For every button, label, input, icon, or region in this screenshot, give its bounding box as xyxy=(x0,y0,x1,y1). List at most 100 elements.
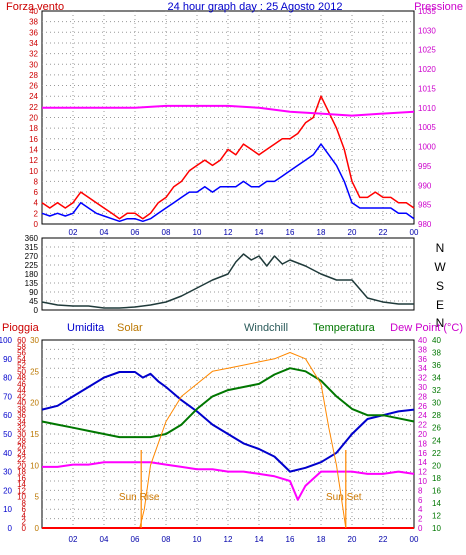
temperature-tick-label: 34 xyxy=(432,374,441,383)
wind-tick-label: 2 xyxy=(34,209,39,218)
temperature-tick-label: 18 xyxy=(432,474,441,483)
compass-label: N xyxy=(436,316,445,330)
wind-axis-label: Forza vento xyxy=(6,1,64,13)
temperature-tick-label: 12 xyxy=(432,511,441,520)
humidity-tick-label: 30 xyxy=(3,468,12,477)
dewpoint-series xyxy=(42,461,415,501)
pressure-tick-label: 990 xyxy=(418,181,432,190)
direction-tick-label: 315 xyxy=(25,243,39,252)
direction-grid xyxy=(42,238,414,310)
direction-tick-label: 0 xyxy=(34,306,39,315)
wind-tick-label: 30 xyxy=(29,60,38,69)
solar-tick-label: 10 xyxy=(30,461,39,470)
humidity-tick-label: 80 xyxy=(3,374,12,383)
rain-tick-label: 36 xyxy=(17,411,26,420)
temperature-tick-label: 14 xyxy=(432,499,441,508)
series-label-rain: Pioggia xyxy=(2,322,40,334)
rain-tick-label: 30 xyxy=(17,430,26,439)
rain-tick-label: 42 xyxy=(17,392,26,401)
dew-tick-label: 2 xyxy=(418,515,423,524)
wind-tick-label: 0 xyxy=(34,220,39,229)
rain-tick-label: 34 xyxy=(17,417,26,426)
dew-tick-label: 40 xyxy=(418,336,427,345)
pressure-tick-label: 1015 xyxy=(418,84,436,93)
x-tick-label: 00 xyxy=(410,228,419,237)
rain-tick-label: 48 xyxy=(17,374,26,383)
x-tick-label: 02 xyxy=(69,535,78,544)
rain-tick-label: 46 xyxy=(17,380,26,389)
x-tick-label: 08 xyxy=(162,228,171,237)
rain-tick-label: 6 xyxy=(22,505,27,514)
pressure-tick-label: 985 xyxy=(418,201,432,210)
dew-tick-label: 18 xyxy=(418,439,427,448)
wind-tick-label: 4 xyxy=(34,199,39,208)
rain-tick-label: 44 xyxy=(17,386,26,395)
dew-tick-label: 10 xyxy=(418,477,427,486)
humidity-tick-label: 90 xyxy=(3,355,12,364)
sun-rise-annotation: Sun Rise xyxy=(119,492,160,503)
pressure-tick-label: 995 xyxy=(418,162,432,171)
direction-tick-label: 90 xyxy=(29,288,38,297)
rain-tick-label: 14 xyxy=(17,480,26,489)
series-label-windchill: Windchill xyxy=(244,322,288,334)
x-tick-label: 04 xyxy=(100,535,109,544)
rain-tick-label: 58 xyxy=(17,342,26,351)
wind-x-axis: 02 04 06 08 10 12 14 16 18 20 22 00 xyxy=(69,228,419,237)
wind-tick-label: 32 xyxy=(29,50,38,59)
temperature-tick-label: 24 xyxy=(432,436,441,445)
x-tick-label: 02 xyxy=(69,228,78,237)
wind-direction-series xyxy=(41,253,414,309)
rain-tick-label: 10 xyxy=(17,493,26,502)
dew-tick-label: 16 xyxy=(418,449,427,458)
pressure-tick-label: 1035 xyxy=(418,7,436,16)
x-tick-label: 08 xyxy=(162,535,171,544)
solar-tick-label: 20 xyxy=(30,399,39,408)
wind-lines xyxy=(41,95,415,223)
dew-tick-label: 24 xyxy=(418,411,427,420)
solar-tick-label: 5 xyxy=(35,493,40,502)
solar-tick-label: 25 xyxy=(30,367,39,376)
x-tick-label: 10 xyxy=(193,228,202,237)
x-tick-label: 20 xyxy=(348,228,357,237)
x-tick-label: 20 xyxy=(348,535,357,544)
humidity-tick-label: 0 xyxy=(8,524,13,533)
wind-gust-series xyxy=(41,95,415,220)
x-tick-label: 18 xyxy=(317,228,326,237)
wind-tick-label: 8 xyxy=(34,177,39,186)
wind-tick-label: 22 xyxy=(29,103,38,112)
dew-tick-label: 30 xyxy=(418,383,427,392)
rain-tick-label: 28 xyxy=(17,436,26,445)
dew-tick-label: 32 xyxy=(418,374,427,383)
series-label-dewpoint: Dew Point (°C) xyxy=(390,322,463,334)
x-tick-label: 04 xyxy=(100,228,109,237)
pressure-tick-label: 1010 xyxy=(418,104,436,113)
x-tick-label: 16 xyxy=(286,228,295,237)
series-label-humidity: Umidita xyxy=(67,322,105,334)
rain-tick-label: 26 xyxy=(17,443,26,452)
pressure-axis-label: Pressione xyxy=(414,1,463,13)
rain-tick-label: 18 xyxy=(17,468,26,477)
wind-tick-label: 20 xyxy=(29,114,38,123)
rain-tick-label: 40 xyxy=(17,399,26,408)
wind-tick-label: 6 xyxy=(34,188,39,197)
rain-tick-label: 54 xyxy=(17,355,26,364)
weather-panel: Pioggia Umidita Solar Windchill Temperat… xyxy=(0,322,463,544)
dew-tick-label: 20 xyxy=(418,430,427,439)
direction-tick-label: 180 xyxy=(25,270,39,279)
pressure-tick-label: 980 xyxy=(418,220,432,229)
direction-tick-label: 135 xyxy=(25,279,39,288)
direction-tick-label: 270 xyxy=(25,252,39,261)
dew-tick-label: 34 xyxy=(418,364,427,373)
rain-tick-label: 24 xyxy=(17,449,26,458)
dew-tick-label: 6 xyxy=(418,496,423,505)
compass-label: W xyxy=(434,260,446,274)
x-tick-label: 06 xyxy=(131,228,140,237)
wind-tick-label: 26 xyxy=(29,82,38,91)
rain-tick-label: 16 xyxy=(17,474,26,483)
wind-tick-label: 34 xyxy=(29,39,38,48)
x-tick-label: 10 xyxy=(193,535,202,544)
sun-set-annotation: Sun Set xyxy=(326,492,362,503)
humidity-tick-label: 60 xyxy=(3,411,12,420)
